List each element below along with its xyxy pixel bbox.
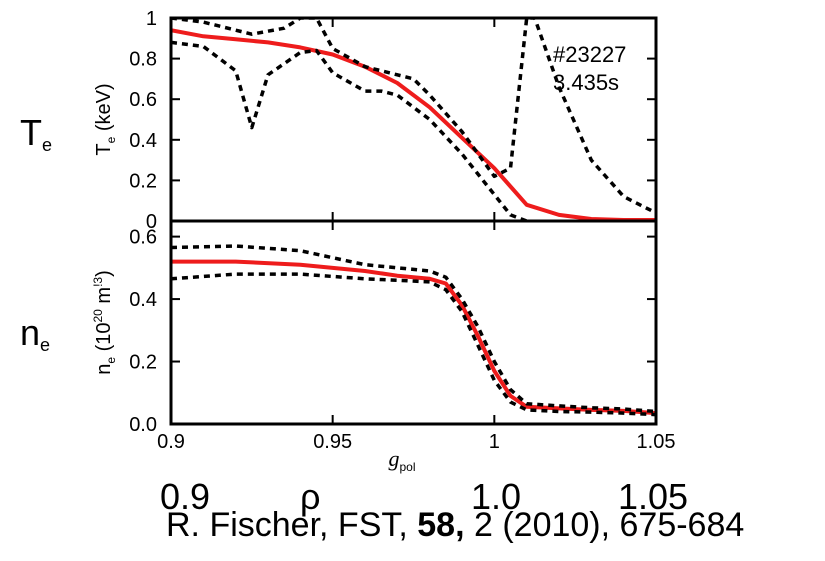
top-ylabel: Te (keV) (93, 83, 118, 155)
top-ylabel-unit: (keV) (93, 83, 115, 136)
bottom-ylabel-mid: m (93, 287, 115, 309)
citation-authors: R. Fischer, FST, (166, 506, 417, 544)
xaxis-label-sub: pol (399, 460, 415, 474)
bottom-xtick-label: 0.95 (313, 431, 352, 453)
citation: R. Fischer, FST, 58, 2 (2010), 675-684 (166, 506, 744, 545)
bottom-dotted-lower-line (171, 274, 656, 415)
ne-panel: 0.0 0.2 0.4 0.6 0.9 0.95 1 1.05 gpol ne (1020 m!3… (91, 221, 675, 474)
citation-rest: 2 (2010), 675-684 (465, 506, 745, 544)
top-ytick-label: 0.2 (129, 170, 157, 192)
bottom-xtick-label: 1 (489, 431, 500, 453)
bottom-xtick-label: 1.05 (637, 431, 676, 453)
top-ylabel-main: T (93, 143, 115, 155)
bottom-xtick-label: 0.9 (157, 431, 185, 453)
bottom-ylabel-exp2: !3 (91, 277, 105, 287)
bottom-ylabel-exp1: 20 (91, 309, 105, 323)
bottom-ytick-label: 0.0 (129, 414, 157, 436)
bottom-solid-red-line (171, 262, 656, 414)
shot-annotation-line: #23227 (553, 42, 626, 67)
bottom-ytick-label: 0.2 (129, 352, 157, 374)
bottom-ytick-label: 0.4 (129, 289, 157, 311)
bottom-ylabel-main: n (93, 364, 115, 375)
ne-big-label: ne (20, 312, 50, 354)
shot-annotation-line: 3.435s (553, 70, 619, 95)
te-big-label: Te (20, 112, 52, 154)
bottom-series-group (171, 246, 656, 415)
bottom-ylabel: ne (1020 m!3) (91, 270, 118, 375)
top-ytick-label: 1 (146, 8, 157, 30)
top-ytick-label: 0.4 (129, 130, 157, 152)
bottom-ylabel-unit: (10 (93, 322, 115, 356)
xaxis-label-main: g (388, 446, 399, 471)
bottom-dotted-upper-line (171, 246, 656, 412)
citation-volume: 58, (417, 506, 464, 544)
xaxis-label: gpol (388, 446, 415, 474)
bottom-ytick-label: 0.6 (129, 227, 157, 249)
top-ytick-label: 0.8 (129, 49, 157, 71)
top-ytick-label: 0.6 (129, 89, 157, 111)
bottom-frame (171, 221, 656, 424)
top-dotted-lower-line (171, 42, 527, 221)
bottom-ylabel-end: ) (93, 270, 115, 277)
